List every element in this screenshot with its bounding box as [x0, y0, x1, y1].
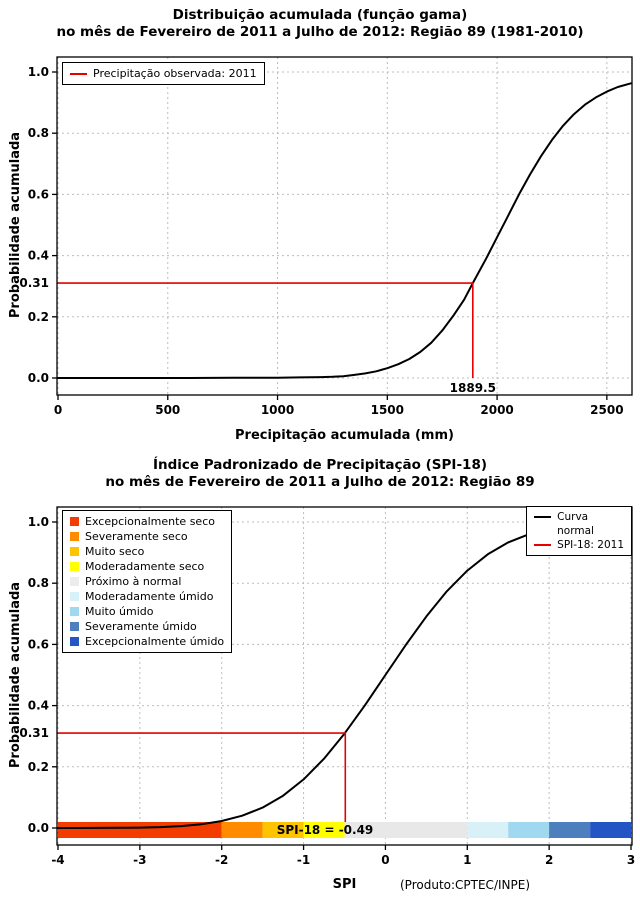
legend-color-swatch — [70, 532, 79, 541]
legend-item: Moderadamente úmido — [70, 589, 224, 604]
legend-label: SPI-18: 2011 — [557, 539, 624, 551]
legend-item: Muito seco — [70, 544, 224, 559]
legend-label: Excepcionalmente úmido — [85, 635, 225, 648]
legend-label: Severamente úmido — [85, 620, 197, 633]
legend-label: Precipitação observada: 2011 — [93, 67, 257, 80]
observed-value-marker — [57, 732, 347, 822]
y-tick-label: 0.0 — [28, 821, 49, 835]
gamma-distribution-chart: 0 500 1000 1500 2000 2500 0.0 0.2 0.4 0.6 0.8 1.0 0.… — [8, 7, 633, 443]
legend-color-swatch — [70, 592, 79, 601]
legend-line-swatch — [70, 72, 87, 75]
x-tick-label: -2 — [215, 853, 228, 867]
spi-colorbar-segment — [590, 822, 631, 838]
legend-label: Moderadamente seco — [85, 560, 205, 573]
x-tick-label: 2 — [545, 853, 553, 867]
legend-spi-classes: Excepcionalmente seco Severamente seco Mui… — [62, 510, 233, 653]
y-tick-label: 0.4 — [28, 249, 49, 263]
legend-color-swatch — [70, 622, 79, 631]
legend-label: Moderadamente úmido — [85, 590, 214, 603]
legend-color-swatch — [70, 577, 79, 586]
x-tick-label: 1500 — [371, 403, 404, 417]
x-tick-label: 500 — [155, 403, 180, 417]
legend-label: Muito úmido — [85, 605, 154, 618]
spi-colorbar-segment — [262, 822, 304, 838]
spi-colorbar-segment — [549, 822, 590, 838]
legend-color-swatch — [70, 607, 79, 616]
plot-border — [56, 506, 633, 846]
y-tick-label: 0.2 — [28, 310, 49, 324]
product-credit: (Produto:CPTEC/INPE) — [400, 878, 530, 892]
x-tick-label: 1 — [463, 853, 471, 867]
legend-item: Precipitação observada: 2011 — [70, 66, 257, 81]
legend-curves: Curva normal SPI-18: 2011 — [526, 506, 632, 556]
spi-colorbar-segment — [221, 822, 263, 838]
spi-colorbar-segment — [344, 822, 468, 838]
annotation-probability-label: 0.31 — [19, 276, 49, 290]
y-tick-label: 0.8 — [28, 576, 49, 590]
y-axis-label: Probabilidade acumulada — [8, 131, 23, 319]
x-tick-label: -4 — [51, 853, 64, 867]
x-tick-label: 0 — [381, 853, 389, 867]
chart-title: Distribuição acumulada (função gama) — [172, 7, 468, 23]
legend-label: Próximo à normal — [85, 575, 182, 588]
legend-item: Próximo à normal — [70, 574, 224, 589]
x-axis-label: Precipitação acumulada (mm) — [235, 428, 454, 443]
legend-item: Muito úmido — [70, 604, 224, 619]
observed-value-marker — [57, 282, 474, 378]
y-tick-label: 1.0 — [28, 515, 49, 529]
legend-item: Excepcionalmente úmido — [70, 634, 224, 649]
legend-item: SPI-18: 2011 — [534, 538, 624, 552]
chart-subtitle: no mês de Fevereiro de 2011 a Julho de 2… — [105, 474, 535, 490]
y-tick-label: 0.2 — [28, 760, 49, 774]
legend-color-swatch — [70, 562, 79, 571]
legend-label: Excepcionalmente seco — [85, 515, 215, 528]
legend-item: Severamente seco — [70, 529, 224, 544]
chart-title: Índice Padronizado de Precipitação (SPI-… — [152, 457, 488, 473]
legend-label: Severamente seco — [85, 530, 188, 543]
x-tick-label: -1 — [297, 853, 310, 867]
legend-observed-precipitation: Precipitação observada: 2011 — [62, 62, 265, 85]
y-tick-label: 0.6 — [28, 637, 49, 651]
legend-color-swatch — [70, 517, 79, 526]
x-tick-label: 0 — [54, 403, 62, 417]
spi-colorbar-segment — [467, 822, 509, 838]
annotation-probability-label: 0.31 — [19, 726, 49, 740]
chart-subtitle: no mês de Fevereiro de 2011 a Julho de 2… — [56, 24, 584, 40]
annotation-value-label: SPI-18 = -0.49 — [277, 823, 374, 837]
legend-item: Curva normal — [534, 510, 624, 538]
gamma-cdf-curve — [57, 82, 632, 379]
y-tick-label: 1.0 — [28, 65, 49, 79]
legend-label: Curva normal — [557, 511, 594, 537]
x-tick-label: 3 — [627, 853, 635, 867]
legend-item: Excepcionalmente seco — [70, 514, 224, 529]
annotation-value-label: 1889.5 — [450, 381, 496, 395]
legend-color-swatch — [70, 547, 79, 556]
x-axis-label: SPI — [332, 877, 357, 892]
y-tick-label: 0.0 — [28, 371, 49, 385]
spi-colorbar-segment — [303, 822, 345, 838]
y-tick-label: 0.8 — [28, 126, 49, 140]
spi-distribution-chart: -4 -3 -2 -1 0 1 2 3 0.0 0.2 0.4 0.6 0.8 1.0 0.31 SPI-18… — [0, 450, 640, 900]
x-tick-label: 1000 — [261, 403, 294, 417]
legend-color-swatch — [70, 637, 79, 646]
y-tick-label: 0.4 — [28, 699, 49, 713]
legend-item: Moderadamente seco — [70, 559, 224, 574]
legend-line-swatch — [534, 516, 552, 518]
plot-border — [56, 56, 633, 396]
legend-item: Severamente úmido — [70, 619, 224, 634]
legend-label: Muito seco — [85, 545, 145, 558]
y-tick-label: 0.6 — [28, 187, 49, 201]
spi-colorbar-segment — [508, 822, 550, 838]
x-tick-label: 2000 — [480, 403, 513, 417]
x-tick-label: 2500 — [590, 403, 623, 417]
legend-line-swatch — [534, 544, 552, 546]
x-tick-label: -3 — [133, 853, 146, 867]
gamma-distribution-plot: 0 500 1000 1500 2000 2500 0.0 0.2 0.4 0.6 0.8 1.0 0.… — [19, 56, 633, 417]
y-axis-label: Probabilidade acumulada — [8, 581, 23, 769]
